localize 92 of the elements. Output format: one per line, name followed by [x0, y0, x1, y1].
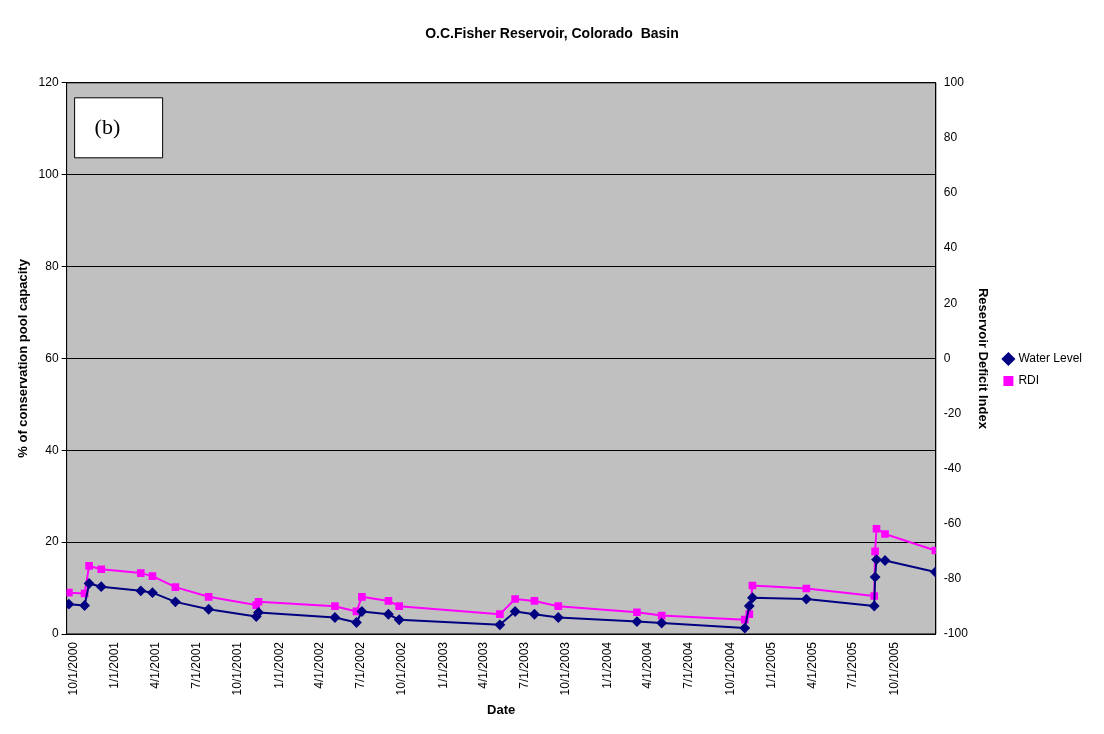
point	[869, 601, 880, 611]
y2-tick-label: -80	[943, 571, 962, 586]
y2-tick-label: -60	[943, 516, 962, 531]
point	[171, 583, 180, 591]
point	[801, 594, 812, 605]
x-tick-label: 10/1/2004	[722, 641, 737, 696]
x-tick-label: 1/1/2004	[599, 641, 614, 689]
point	[633, 608, 641, 617]
x-tick-label: 7/1/2004	[681, 641, 696, 689]
x-tick-label: 10/1/2001	[230, 641, 245, 696]
y2-tick-label: -20	[943, 405, 962, 420]
point	[747, 592, 758, 603]
legend-label: Water Level	[1018, 351, 1083, 366]
point	[85, 562, 93, 570]
x-tick-label: 1/1/2005	[764, 641, 779, 689]
point	[511, 595, 519, 603]
point	[656, 617, 667, 628]
point	[351, 617, 362, 628]
point	[356, 606, 367, 617]
y-tick-label: 80	[45, 258, 59, 273]
point	[510, 606, 521, 617]
point	[872, 524, 881, 533]
point	[554, 602, 563, 611]
point	[97, 565, 106, 574]
point	[739, 623, 750, 634]
point	[553, 612, 564, 623]
x-tick-label: 7/1/2005	[845, 641, 860, 689]
x-tick-label: 1/1/2002	[271, 641, 286, 689]
point	[529, 609, 540, 620]
point	[170, 596, 181, 607]
x-tick-label: 4/1/2004	[640, 641, 655, 689]
x-tick-label: 10/1/2005	[886, 641, 901, 696]
point	[870, 572, 881, 583]
x-tick-label: 10/1/2002	[394, 641, 409, 696]
y-tick-label: 20	[45, 534, 59, 549]
point	[136, 569, 145, 577]
point	[871, 547, 879, 556]
point	[79, 600, 90, 611]
point	[66, 588, 73, 597]
point	[358, 592, 366, 601]
point	[331, 602, 339, 611]
y2-tick-label: 20	[943, 295, 958, 310]
x-tick-label: 1/1/2001	[107, 641, 122, 689]
point	[147, 587, 158, 598]
x-tick-label: 4/1/2002	[311, 641, 326, 689]
x-tick-label: 4/1/2005	[804, 641, 819, 689]
x-tick-label: 4/1/2001	[147, 641, 162, 689]
y2-tick-label: -100	[943, 626, 969, 641]
y-tick-label: 100	[38, 166, 59, 181]
point	[496, 610, 504, 618]
point	[394, 614, 405, 625]
x-tick-label: 10/1/2000	[66, 641, 81, 696]
y2-tick-label: 0	[943, 350, 951, 365]
x-tick-label: 10/1/2003	[558, 641, 573, 696]
point	[254, 597, 263, 606]
y2-tick-label: 80	[943, 130, 958, 145]
point	[530, 597, 539, 605]
point	[871, 554, 882, 565]
x-tick-label: 7/1/2003	[516, 641, 531, 689]
legend-label: RDI	[1018, 373, 1040, 388]
point	[881, 530, 889, 538]
point	[383, 609, 394, 620]
point	[329, 612, 340, 623]
y2-tick-label: 100	[943, 75, 965, 90]
y2-tick-label: 60	[943, 185, 958, 200]
chart-title: O.C.Fisher Reservoir, Colorado Basin	[425, 25, 679, 42]
x-axis-title: Date	[487, 701, 516, 717]
x-tick-label: 4/1/2003	[476, 641, 490, 689]
point	[384, 597, 393, 605]
y2-tick-label: 40	[943, 240, 958, 255]
y-tick-label: 0	[51, 626, 59, 641]
point	[880, 555, 891, 566]
point	[744, 601, 755, 611]
point	[204, 592, 213, 601]
point	[135, 585, 146, 596]
point	[84, 578, 95, 589]
point	[494, 619, 505, 630]
y2-axis-title: Reservoir Deficit Index	[976, 287, 992, 430]
point	[203, 604, 214, 615]
x-tick-label: 1/1/2003	[435, 641, 450, 689]
y-tick-label: 60	[45, 350, 59, 365]
point	[148, 572, 157, 580]
y-tick-label: 40	[45, 442, 59, 457]
point	[631, 616, 642, 627]
x-tick-label: 7/1/2001	[188, 641, 203, 689]
annotation: (b)	[94, 113, 121, 139]
point	[395, 602, 404, 611]
y2-tick-label: -40	[943, 460, 962, 475]
x-tick-label: 7/1/2002	[352, 641, 367, 689]
y-axis-title: % of conservation pool capacity	[15, 258, 31, 458]
point	[96, 581, 107, 592]
y-tick-label: 120	[38, 75, 59, 90]
